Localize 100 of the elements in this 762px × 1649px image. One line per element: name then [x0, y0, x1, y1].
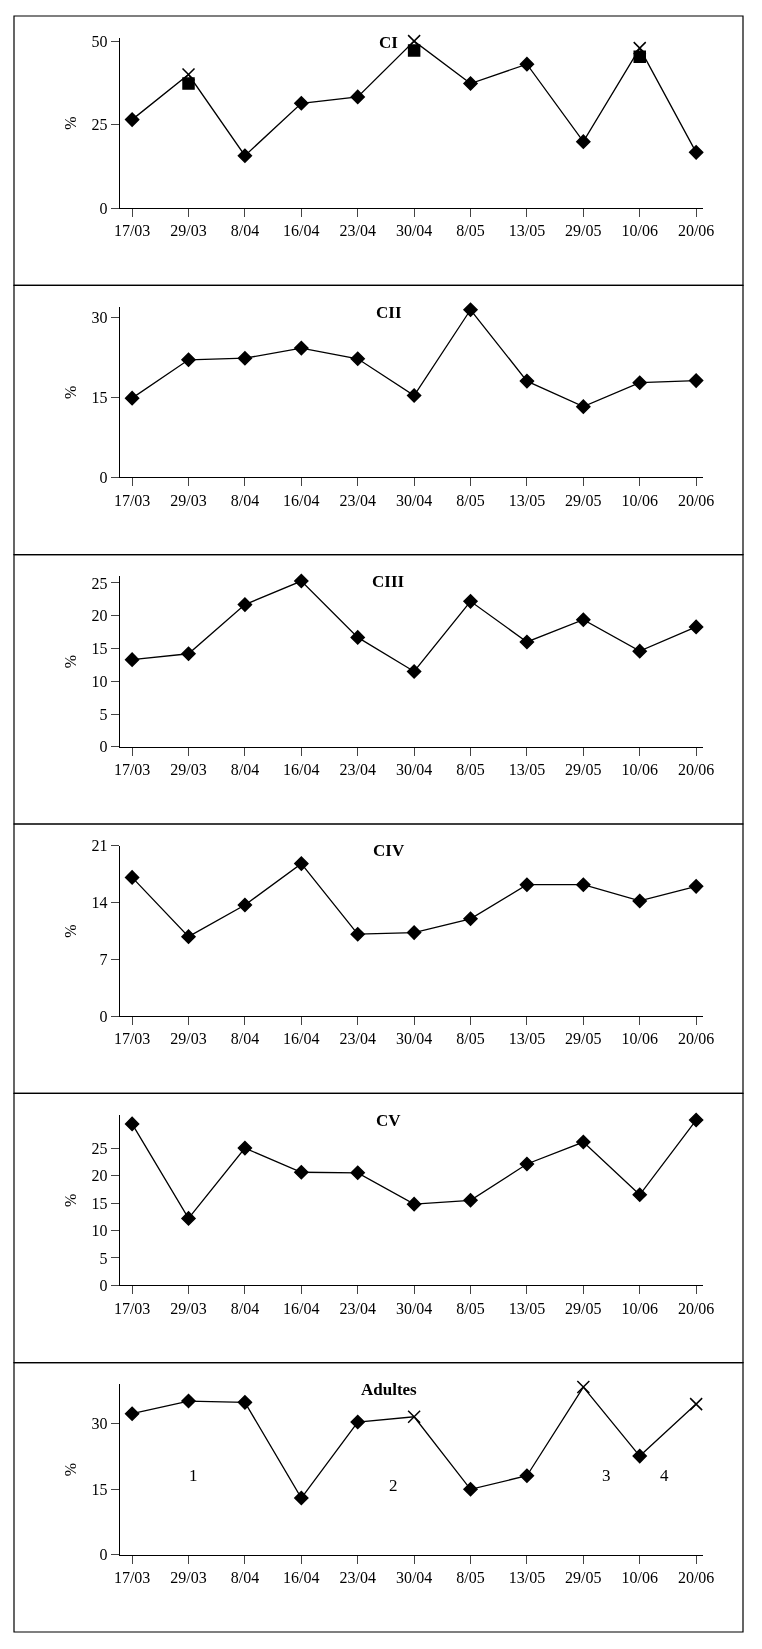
point: [576, 877, 591, 892]
y-tick-label: 0: [99, 469, 108, 487]
x-tick-label: 29/05: [565, 222, 602, 240]
x-tick-label: 8/05: [456, 1569, 485, 1587]
point: [632, 375, 647, 390]
x-tick-label: 23/04: [339, 761, 376, 779]
point: [633, 50, 646, 64]
point: [463, 594, 478, 609]
point: [519, 877, 535, 892]
chart-title: CI: [379, 33, 399, 52]
point: [407, 1410, 421, 1424]
x-tick-label: 10/06: [621, 1299, 658, 1317]
x-tick-label: 20/06: [677, 1030, 715, 1048]
point: [519, 634, 535, 650]
point: [237, 597, 253, 612]
x-tick-label: 16/04: [283, 761, 320, 779]
point: [181, 646, 196, 662]
x-tick-label: 29/05: [565, 491, 602, 509]
x-tick-label: 10/06: [621, 491, 658, 509]
point: [688, 619, 704, 635]
x-tick-label: 30/04: [395, 1569, 433, 1587]
y-axis-title: %: [62, 385, 80, 399]
x-tick-label: 29/05: [565, 761, 602, 779]
x-tick-label: 17/03: [113, 1299, 151, 1317]
point: [463, 302, 478, 318]
point: [181, 1393, 196, 1409]
point: [181, 929, 196, 944]
x-tick-label: 10/06: [621, 1569, 658, 1587]
x-tick-label: 8/05: [456, 491, 485, 509]
point: [124, 112, 140, 127]
x-tick-label: 29/05: [565, 1299, 602, 1317]
x-tick-label: 20/06: [677, 1299, 715, 1317]
x-tick-label: 13/05: [508, 761, 546, 779]
annotation: 1: [189, 1466, 198, 1485]
x-tick-label: 16/04: [283, 1569, 320, 1587]
point: [406, 1196, 422, 1212]
y-axis-title: %: [62, 1193, 80, 1207]
x-tick-label: 8/05: [456, 761, 485, 779]
point: [407, 44, 421, 57]
y-tick-label: 25: [91, 1139, 108, 1157]
point: [576, 134, 591, 149]
y-tick-label: 30: [91, 1415, 108, 1433]
x-tick-label: 17/03: [113, 491, 151, 509]
x-tick-label: 13/05: [508, 1299, 546, 1317]
x-tick-label: 13/05: [508, 1030, 546, 1048]
x-tick-label: 30/04: [395, 1299, 433, 1317]
x-tick-label: 29/03: [170, 491, 207, 509]
point: [350, 926, 365, 942]
chart-title: CII: [376, 303, 402, 322]
y-tick-label: 0: [99, 199, 108, 217]
x-tick-label: 20/06: [677, 491, 715, 509]
point: [632, 1187, 647, 1203]
point: [237, 148, 253, 163]
point: [576, 1134, 591, 1150]
x-tick-label: 17/03: [113, 1030, 151, 1048]
x-tick-label: 10/06: [621, 761, 658, 779]
point: [124, 652, 140, 667]
y-tick-label: 25: [91, 116, 108, 134]
point: [688, 145, 704, 160]
point: [294, 1165, 309, 1180]
y-tick-label: 21: [91, 837, 108, 855]
x-tick-label: 30/04: [395, 1030, 433, 1048]
x-tick-label: 23/04: [339, 1299, 376, 1317]
y-tick-label: 5: [99, 1249, 108, 1267]
x-tick-label: 8/04: [230, 1299, 260, 1317]
x-tick-label: 29/03: [170, 761, 207, 779]
point: [576, 612, 591, 627]
point: [350, 1165, 365, 1181]
y-tick-label: 0: [99, 738, 108, 756]
x-tick-label: 13/05: [508, 491, 546, 509]
y-tick-label: 15: [91, 640, 108, 658]
y-tick-label: 15: [91, 389, 108, 407]
x-tick-label: 8/04: [230, 1030, 260, 1048]
point: [124, 870, 140, 885]
point: [632, 1448, 647, 1464]
x-tick-label: 17/03: [113, 222, 151, 240]
x-tick-label: 23/04: [339, 222, 376, 240]
x-tick-label: 29/05: [565, 1569, 602, 1587]
point: [576, 399, 591, 414]
x-tick-label: 30/04: [395, 491, 433, 509]
x-tick-label: 29/03: [170, 1030, 207, 1048]
y-tick-label: 20: [91, 1167, 108, 1185]
point: [519, 56, 535, 72]
point: [237, 1395, 253, 1410]
y-tick-label: 25: [91, 574, 108, 592]
point: [689, 1397, 703, 1411]
point: [350, 630, 365, 645]
point: [519, 1156, 535, 1172]
x-tick-label: 20/06: [677, 222, 715, 240]
y-tick-label: 30: [91, 309, 108, 327]
x-tick-label: 20/06: [677, 1569, 715, 1587]
point: [350, 89, 365, 105]
point: [519, 1468, 535, 1483]
x-tick-label: 16/04: [283, 491, 320, 509]
x-tick-label: 16/04: [283, 1030, 320, 1048]
y-tick-label: 14: [91, 894, 108, 912]
point: [294, 340, 309, 356]
y-tick-label: 50: [91, 32, 108, 50]
point: [350, 351, 365, 366]
point: [632, 643, 647, 659]
